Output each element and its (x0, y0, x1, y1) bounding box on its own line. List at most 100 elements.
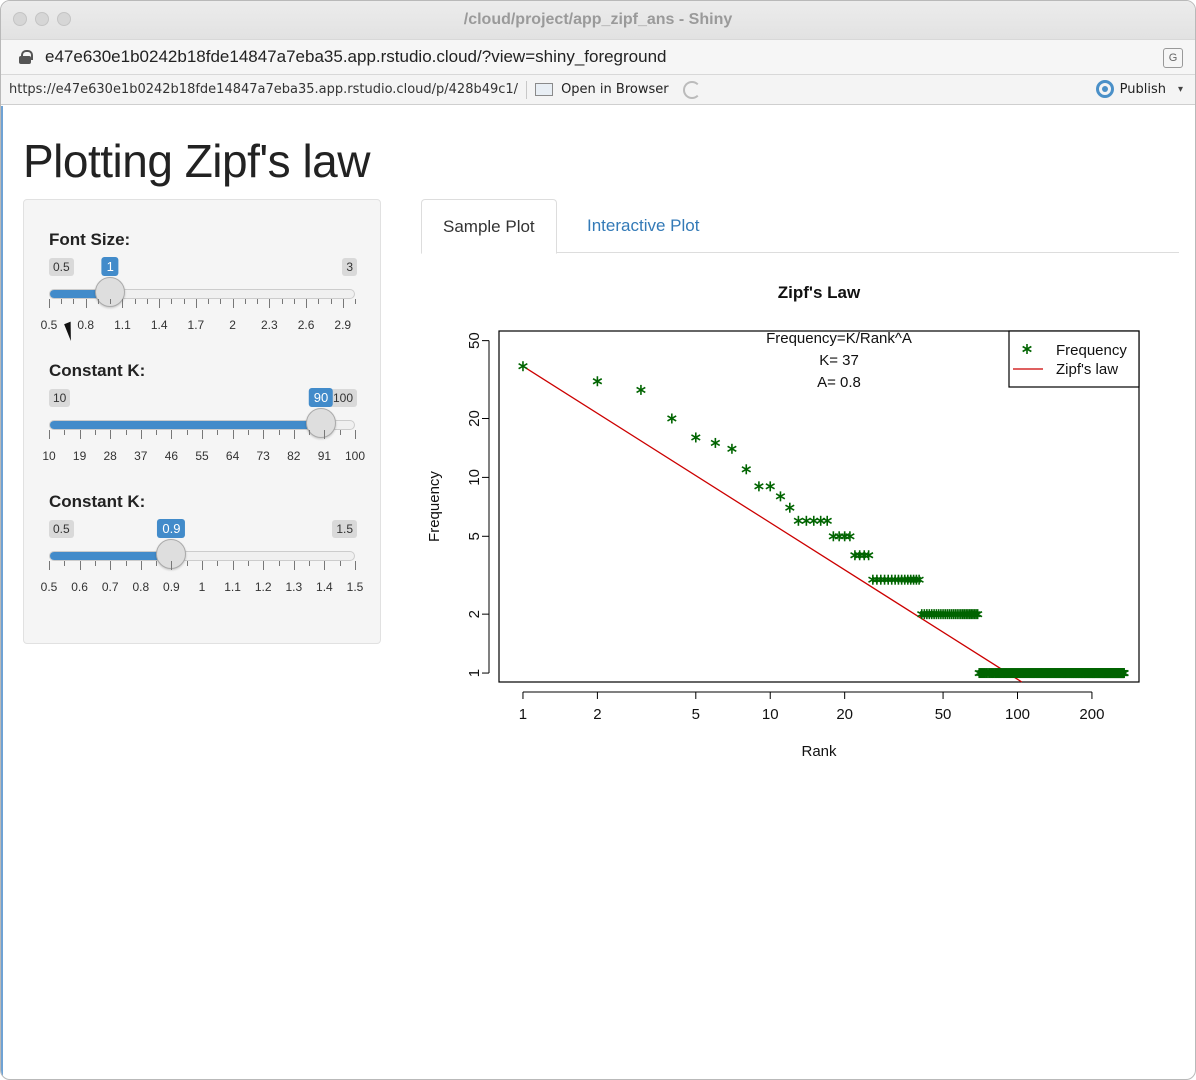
toolbar-url: https://e47e630e1b0242b18fde14847a7eba35… (9, 82, 519, 97)
chart-legend (1008, 330, 1140, 388)
slider-major-tick (140, 561, 142, 570)
slider-minor-tick (110, 299, 112, 304)
slider-tick-label: 1.1 (114, 318, 131, 332)
tab-sample-plot[interactable]: Sample Plot (421, 199, 557, 254)
close-window-icon[interactable] (13, 12, 27, 26)
slider-minor-tick (94, 430, 96, 435)
slider-minor-tick (156, 430, 158, 435)
legend-entry-zipf: Zipf's law (1056, 361, 1118, 378)
slider-track[interactable] (49, 551, 355, 561)
y-tick-label: 1 (466, 669, 483, 677)
slider-major-tick (324, 430, 326, 439)
publish-icon (1095, 80, 1114, 98)
slider-tick-label: 0.9 (163, 580, 180, 594)
slider-max-label: 100 (328, 389, 357, 407)
publish-button[interactable]: Publish ▾ (1095, 80, 1183, 98)
slider-minor-tick (186, 430, 188, 435)
frequency-point (636, 384, 646, 395)
slider-handle[interactable] (306, 408, 336, 438)
refresh-icon[interactable] (682, 80, 701, 99)
chart-title: Zipf's Law (778, 283, 861, 302)
frequency-point (801, 515, 812, 526)
address-url[interactable]: e47e630e1b0242b18fde14847a7eba35.app.rst… (45, 47, 667, 66)
x-tick-label: 100 (1005, 706, 1030, 723)
slider-label: Constant K: (49, 361, 146, 380)
slider-minor-tick (208, 299, 210, 304)
slider-ticks (49, 299, 356, 309)
slider-tick-label: 0.7 (101, 580, 119, 594)
slider-major-tick (342, 299, 344, 308)
slider-min-label: 0.5 (49, 258, 74, 276)
slider-tick-label: 1.3 (285, 580, 303, 594)
y-axis-label: Frequency (426, 471, 443, 542)
slider-track[interactable] (49, 420, 355, 430)
slider-minor-tick (318, 299, 320, 304)
slider-tick-label: 1.1 (224, 580, 241, 594)
translate-icon[interactable]: G (1163, 48, 1183, 68)
slider-tick-label: 1.5 (346, 580, 364, 594)
window-title: /cloud/project/app_zipf_ans - Shiny (463, 11, 733, 28)
slider-minor-tick (64, 430, 66, 435)
chevron-down-icon[interactable]: ▾ (1177, 83, 1183, 95)
slider-major-tick (324, 561, 326, 570)
slider-major-tick (202, 561, 203, 570)
y-tick-label: 50 (466, 332, 483, 349)
frequency-point (518, 361, 528, 372)
slider-minor-tick (61, 299, 63, 304)
formula-annotation: Frequency=K/Rank^A (766, 330, 912, 347)
frequency-point (815, 515, 826, 526)
slider-major-tick (263, 430, 265, 439)
slider-minor-tick (278, 561, 280, 566)
formula-annotation: K= 37 (819, 352, 859, 369)
slider-tick-label: 100 (344, 449, 366, 463)
x-axis-label: Rank (801, 743, 837, 760)
slider-tick-label: 0.5 (40, 580, 58, 594)
slider-tick-label: 2.6 (297, 318, 315, 332)
slider-minor-tick (309, 430, 311, 435)
slider-major-tick (79, 561, 81, 570)
slider-fill (50, 552, 173, 560)
address-bar[interactable]: e47e630e1b0242b18fde14847a7eba35.app.rst… (1, 39, 1195, 75)
slider-track[interactable] (49, 289, 355, 299)
slider-minor-tick (339, 561, 341, 566)
slider-major-tick (232, 430, 234, 439)
slider-minor-tick (217, 430, 219, 435)
slider-min-label: 0.5 (49, 520, 74, 538)
sidebar-panel: Font Size: 0.5 3 1 0.5 0.8 1.1 1.4 1.7 2 2.3 2.… (23, 199, 381, 644)
slider-ticks (49, 430, 356, 440)
slider-minor-tick (171, 299, 173, 304)
open-in-browser-button[interactable]: Open in Browser (535, 82, 669, 97)
slider-tick-label: 37 (134, 449, 148, 463)
slider-max-label: 1.5 (332, 520, 357, 538)
plot-tabs: Sample Plot Interactive Plot (421, 199, 1179, 254)
frequency-point (872, 574, 882, 585)
slider-tick-label: 2 (229, 318, 236, 332)
slider-major-tick (85, 299, 87, 308)
slider-minor-tick (247, 430, 249, 435)
frequency-point (839, 531, 850, 542)
slider-minor-tick (146, 299, 148, 304)
slider-minor-tick (220, 299, 222, 304)
font-size-slider: Font Size: 0.5 3 1 0.5 0.8 1.1 1.4 1.7 2 2.3 2.… (41, 230, 357, 350)
slider-minor-tick (330, 299, 332, 304)
slider-major-tick (159, 299, 161, 308)
x-tick-label: 20 (836, 706, 853, 723)
slider-tick-label: 0.8 (77, 318, 95, 332)
slider-minor-tick (247, 561, 249, 566)
tab-interactive-plot[interactable]: Interactive Plot (587, 216, 700, 235)
zoom-window-icon[interactable] (57, 12, 71, 26)
slider-minor-tick (339, 430, 341, 435)
window-controls (13, 12, 71, 26)
slider-major-tick (293, 430, 295, 439)
slider-minor-tick (97, 299, 99, 304)
slider-minor-tick (244, 299, 246, 304)
slider-minor-tick (217, 561, 219, 566)
slider-tick-label: 1.4 (150, 318, 168, 332)
slider-label: Font Size: (49, 230, 131, 249)
frequency-point (727, 443, 737, 454)
slider-minor-tick (183, 299, 185, 304)
slider-minor-tick (73, 299, 75, 304)
slider-major-tick (110, 561, 112, 570)
minimize-window-icon[interactable] (35, 12, 49, 26)
slider-major-tick (171, 561, 173, 570)
